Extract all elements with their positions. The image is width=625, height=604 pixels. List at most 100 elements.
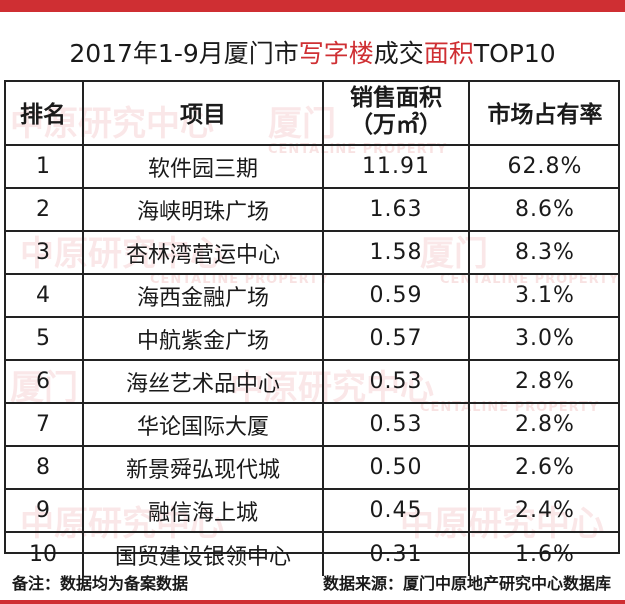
- share-value: 2.4%: [515, 498, 575, 523]
- table-row: 9 融信海上城 0.45 2.4%: [4, 490, 620, 533]
- area-value: 0.45: [369, 498, 423, 523]
- share-value: 62.8%: [507, 154, 583, 179]
- share-value: 2.8%: [515, 369, 575, 394]
- rank-value: 2: [36, 197, 50, 222]
- cell-share: 8.6%: [470, 189, 620, 230]
- cell-area: 0.45: [324, 490, 470, 531]
- cell-area: 0.59: [324, 275, 470, 316]
- header-area: 销售面积 （万㎡）: [350, 85, 442, 139]
- cell-rank: 10: [4, 533, 84, 576]
- area-value: 11.91: [362, 154, 430, 179]
- project-name: 新景舜弘现代城: [125, 457, 280, 483]
- area-value: 0.50: [369, 455, 423, 480]
- area-value: 0.59: [369, 283, 423, 308]
- top-accent-bar: [0, 0, 625, 12]
- cell-share: 8.3%: [470, 232, 620, 273]
- cell-area: 1.63: [324, 189, 470, 230]
- table-row: 5 中航紫金广场 0.57 3.0%: [4, 318, 620, 361]
- project-name: 融信海上城: [147, 500, 258, 526]
- cell-project: 海西金融广场: [84, 275, 324, 316]
- area-value: 0.57: [369, 326, 423, 351]
- rank-value: 10: [29, 542, 57, 567]
- table-row: 1 软件园三期 11.91 62.8%: [4, 146, 620, 189]
- table-row: 8 新景舜弘现代城 0.50 2.6%: [4, 447, 620, 490]
- cell-project: 杏林湾营运中心: [84, 232, 324, 273]
- cell-project: 中航紫金广场: [84, 318, 324, 359]
- cell-project: 华论国际大厦: [84, 404, 324, 445]
- cell-rank: 1: [4, 146, 84, 187]
- table-row: 7 华论国际大厦 0.53 2.8%: [4, 404, 620, 447]
- share-value: 8.6%: [515, 197, 575, 222]
- cell-area: 0.31: [324, 533, 470, 576]
- rank-value: 1: [36, 154, 50, 179]
- header-cell-share: 市场占有率: [470, 80, 620, 144]
- project-name: 国贸建设银领中心: [114, 544, 291, 570]
- share-value: 3.0%: [515, 326, 575, 351]
- share-value: 8.3%: [515, 240, 575, 265]
- cell-project: 海峡明珠广场: [84, 189, 324, 230]
- cell-area: 0.50: [324, 447, 470, 488]
- cell-rank: 6: [4, 361, 84, 402]
- rank-value: 3: [36, 240, 50, 265]
- cell-share: 2.6%: [470, 447, 620, 488]
- bottom-accent-bar: [0, 600, 625, 604]
- cell-share: 3.1%: [470, 275, 620, 316]
- table-row: 6 海丝艺术品中心 0.53 2.8%: [4, 361, 620, 404]
- title-highlight-1: 写字楼: [298, 39, 374, 68]
- cell-rank: 7: [4, 404, 84, 445]
- cell-share: 3.0%: [470, 318, 620, 359]
- cell-share: 2.8%: [470, 404, 620, 445]
- project-name: 海丝艺术品中心: [125, 371, 280, 397]
- cell-project: 软件园三期: [84, 146, 324, 187]
- table-row: 3 杏林湾营运中心 1.58 8.3%: [4, 232, 620, 275]
- cell-area: 11.91: [324, 146, 470, 187]
- cell-rank: 5: [4, 318, 84, 359]
- project-name: 海峡明珠广场: [136, 199, 269, 225]
- cell-area: 0.57: [324, 318, 470, 359]
- header-cell-area: 销售面积 （万㎡）: [324, 80, 470, 144]
- ranking-table: 排名 项目 销售面积 （万㎡） 市场占有率 1 软件园三期 11.91 62.8%…: [4, 80, 620, 576]
- share-value: 3.1%: [515, 283, 575, 308]
- header-cell-rank: 排名: [4, 80, 84, 144]
- cell-project: 新景舜弘现代城: [84, 447, 324, 488]
- share-value: 2.8%: [515, 412, 575, 437]
- cell-rank: 9: [4, 490, 84, 531]
- project-name: 软件园三期: [147, 156, 258, 182]
- cell-share: 2.8%: [470, 361, 620, 402]
- area-value: 1.63: [369, 197, 423, 222]
- area-value: 0.53: [369, 412, 423, 437]
- cell-project: 融信海上城: [84, 490, 324, 531]
- cell-project: 国贸建设银领中心: [84, 533, 324, 576]
- header-area-line-2: （万㎡）: [350, 112, 442, 138]
- rank-value: 9: [36, 498, 50, 523]
- cell-rank: 3: [4, 232, 84, 273]
- header-cell-project: 项目: [84, 80, 324, 144]
- header-project: 项目: [180, 102, 226, 128]
- title-part-2: 成交: [373, 39, 424, 68]
- rank-value: 7: [36, 412, 50, 437]
- header-share: 市场占有率: [487, 102, 603, 128]
- project-name: 华论国际大厦: [136, 414, 269, 440]
- table-row: 2 海峡明珠广场 1.63 8.6%: [4, 189, 620, 232]
- project-name: 海西金融广场: [136, 285, 269, 311]
- cell-rank: 8: [4, 447, 84, 488]
- table-row: 10 国贸建设银领中心 0.31 1.6%: [4, 533, 620, 576]
- cell-share: 2.4%: [470, 490, 620, 531]
- cell-area: 0.53: [324, 361, 470, 402]
- cell-area: 0.53: [324, 404, 470, 445]
- cell-area: 1.58: [324, 232, 470, 273]
- project-name: 中航紫金广场: [136, 328, 269, 354]
- rank-value: 5: [36, 326, 50, 351]
- rank-value: 8: [36, 455, 50, 480]
- title-part-1: 2017年1-9月厦门市: [69, 39, 299, 68]
- table-row: 4 海西金融广场 0.59 3.1%: [4, 275, 620, 318]
- footer-source: 数据来源：厦门中原地产研究中心数据库: [322, 574, 611, 593]
- cell-rank: 2: [4, 189, 84, 230]
- cell-project: 海丝艺术品中心: [84, 361, 324, 402]
- title-highlight-2: 面积: [423, 39, 474, 68]
- cell-share: 62.8%: [470, 146, 620, 187]
- share-value: 1.6%: [515, 542, 575, 567]
- area-value: 0.53: [369, 369, 423, 394]
- cell-rank: 4: [4, 275, 84, 316]
- table-header-row: 排名 项目 销售面积 （万㎡） 市场占有率: [4, 80, 620, 146]
